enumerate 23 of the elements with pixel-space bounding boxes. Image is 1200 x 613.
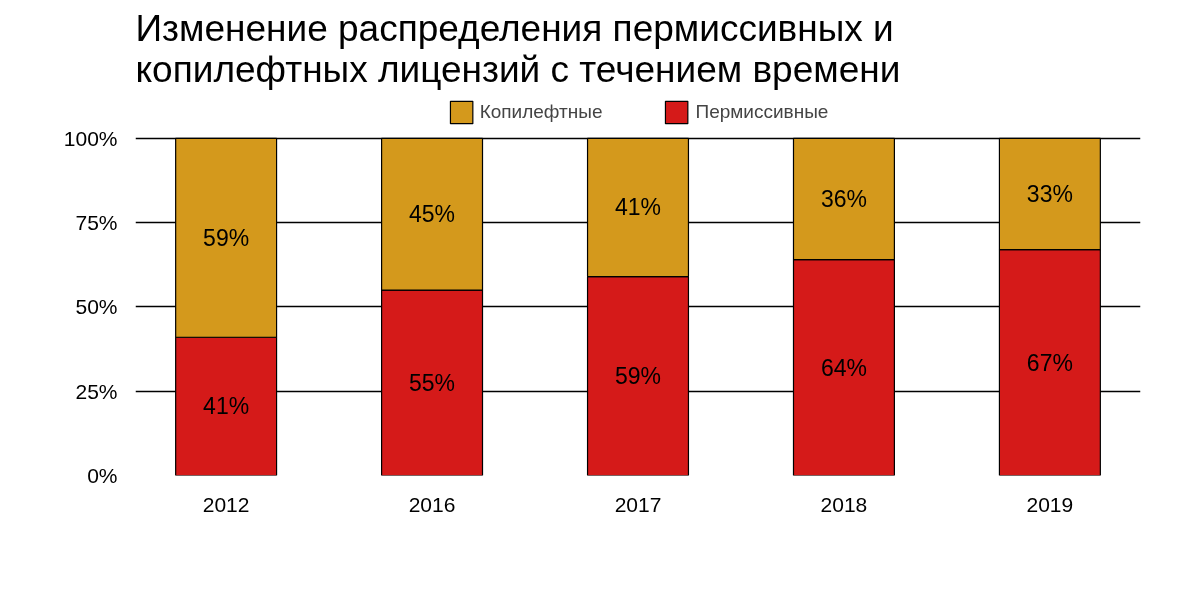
x-tick-label: 2012: [202, 492, 250, 516]
data-label: 41%: [614, 194, 662, 221]
y-tick-label: 75%: [75, 211, 118, 235]
x-tick-label: 2017: [614, 492, 662, 516]
data-label: 45%: [409, 201, 456, 228]
data-label: 67%: [1026, 349, 1073, 376]
data-label: 36%: [820, 186, 867, 213]
x-tick-label: 2018: [820, 492, 868, 516]
data-label: 64%: [820, 354, 867, 381]
y-tick-label: 0%: [87, 464, 118, 487]
legend-label: Пермиссивные: [695, 101, 829, 123]
x-tick-label: 2019: [1026, 492, 1074, 516]
legend-label: Копилефтные: [479, 101, 603, 123]
data-label: 59%: [614, 363, 662, 390]
y-tick-label: 100%: [63, 126, 118, 150]
data-label: 55%: [409, 369, 456, 396]
y-tick-label: 50%: [75, 295, 118, 319]
data-label: 59%: [203, 224, 250, 251]
chart-title: Изменение распределения пермиссивных и копилефтных лицензий с течением времени: [135, 7, 901, 90]
data-label: 41%: [203, 393, 250, 420]
x-tick-label: 2016: [408, 492, 456, 516]
data-label: 33%: [1026, 180, 1073, 207]
y-tick-label: 25%: [75, 379, 118, 403]
